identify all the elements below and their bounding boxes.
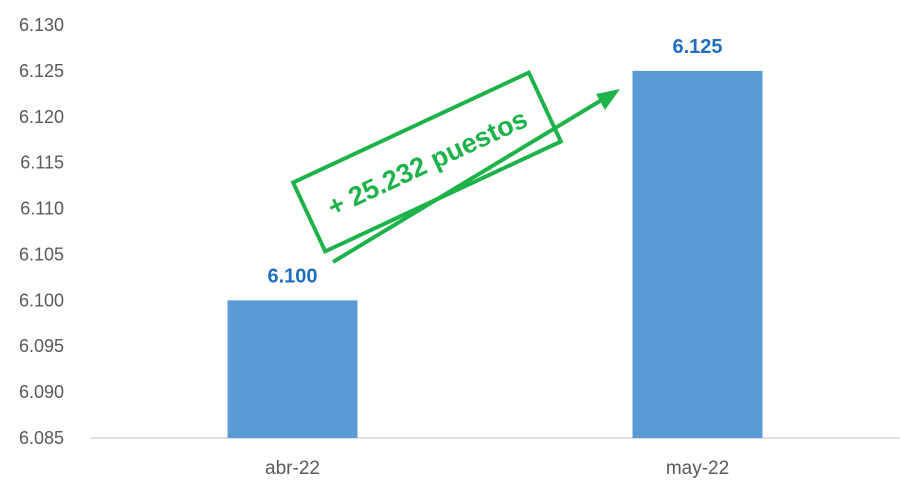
arrow-line bbox=[331, 99, 602, 264]
y-tick-label: 6.115 bbox=[20, 153, 64, 173]
x-tick-label: may-22 bbox=[666, 458, 729, 479]
bar-may-22 bbox=[632, 70, 763, 438]
x-tick-label: abr-22 bbox=[265, 458, 320, 479]
arrow-head bbox=[596, 89, 620, 110]
y-tick-label: 6.110 bbox=[20, 199, 64, 219]
y-tick-label: 6.095 bbox=[19, 336, 64, 356]
y-tick-label: 6.130 bbox=[19, 15, 64, 35]
x-axis-labels: abr-22 may-22 bbox=[265, 458, 729, 479]
bar-abr-22 bbox=[227, 300, 358, 438]
data-label: 6.125 bbox=[672, 36, 722, 58]
y-tick-label: 6.090 bbox=[19, 382, 64, 402]
bars bbox=[227, 70, 763, 438]
annotation: + 25.232 puestos bbox=[290, 69, 620, 264]
y-axis-ticks: 6.130 6.125 6.120 6.115 6.110 6.105 6.100 6.095… bbox=[19, 15, 64, 448]
y-tick-label: 6.125 bbox=[19, 61, 64, 81]
y-tick-label: 6.100 bbox=[19, 290, 64, 310]
y-tick-label: 6.105 bbox=[19, 244, 64, 264]
data-label: 6.100 bbox=[267, 265, 317, 287]
data-labels: 6.100 6.125 bbox=[267, 36, 722, 287]
y-tick-label: 6.085 bbox=[19, 428, 64, 448]
y-tick-label: 6.120 bbox=[19, 107, 64, 127]
